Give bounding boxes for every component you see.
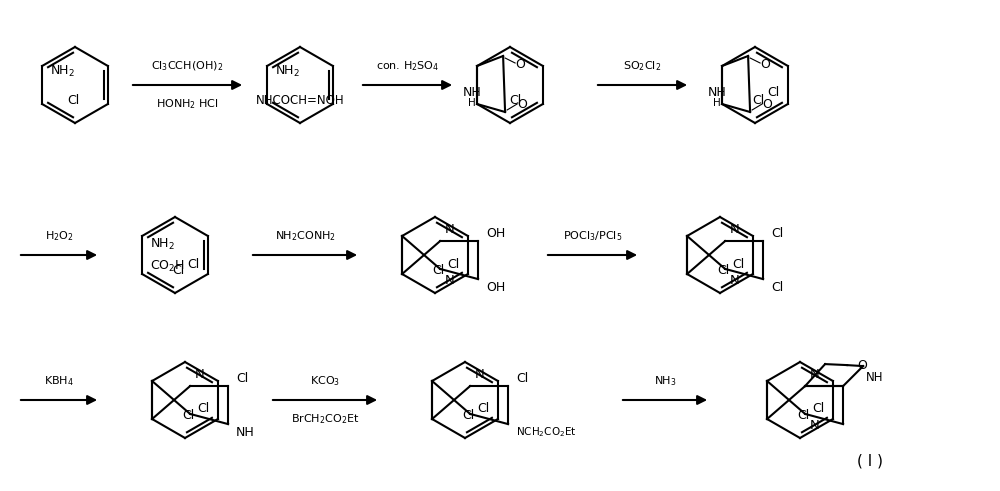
Text: H$_2$O$_2$: H$_2$O$_2$ — [45, 229, 73, 243]
Text: O: O — [515, 57, 525, 71]
Text: Cl: Cl — [797, 409, 809, 422]
Text: H: H — [468, 98, 476, 108]
Text: N: N — [445, 274, 455, 287]
Text: Cl: Cl — [478, 403, 490, 415]
Text: H: H — [713, 98, 721, 108]
Text: O: O — [517, 98, 527, 110]
Text: Cl: Cl — [182, 409, 194, 422]
Text: O: O — [760, 57, 770, 71]
Text: N: N — [475, 368, 485, 381]
Text: Cl$_3$CCH(OH)$_2$: Cl$_3$CCH(OH)$_2$ — [151, 59, 224, 73]
Text: Cl: Cl — [813, 403, 825, 415]
Text: con. H$_2$SO$_4$: con. H$_2$SO$_4$ — [376, 59, 439, 73]
Text: Cl: Cl — [771, 280, 783, 294]
Text: OH: OH — [486, 280, 505, 294]
Text: O: O — [762, 98, 772, 110]
Text: Cl: Cl — [733, 257, 745, 271]
Text: NH: NH — [708, 86, 726, 99]
Text: POCl$_3$/PCl$_5$: POCl$_3$/PCl$_5$ — [563, 229, 622, 243]
Text: NH: NH — [463, 86, 481, 99]
Text: Cl: Cl — [448, 257, 460, 271]
Text: NH$_3$: NH$_3$ — [654, 374, 676, 388]
Text: Cl: Cl — [752, 94, 764, 107]
Text: Cl: Cl — [509, 94, 521, 107]
Text: N: N — [195, 368, 205, 381]
Text: HONH$_2$ HCl: HONH$_2$ HCl — [156, 97, 219, 111]
Text: CO$_2$H: CO$_2$H — [150, 258, 185, 273]
Text: NH: NH — [236, 426, 255, 438]
Text: SO$_2$Cl$_2$: SO$_2$Cl$_2$ — [623, 59, 662, 73]
Text: N: N — [810, 368, 820, 381]
Text: N: N — [730, 223, 740, 236]
Text: Cl: Cl — [67, 94, 79, 107]
Text: NH$_2$: NH$_2$ — [50, 63, 75, 79]
Text: KBH$_4$: KBH$_4$ — [44, 374, 74, 388]
Text: Cl: Cl — [198, 403, 210, 415]
Text: ( I ): ( I ) — [857, 453, 883, 468]
Text: Cl: Cl — [768, 85, 780, 99]
Text: BrCH$_2$CO$_2$Et: BrCH$_2$CO$_2$Et — [291, 412, 359, 426]
Text: Cl: Cl — [516, 372, 528, 384]
Text: NH: NH — [866, 371, 884, 384]
Text: KCO$_3$: KCO$_3$ — [310, 374, 340, 388]
Text: Cl: Cl — [188, 257, 200, 271]
Text: Cl: Cl — [236, 372, 248, 384]
Text: O: O — [857, 358, 867, 372]
Text: NH$_2$CONH$_2$: NH$_2$CONH$_2$ — [275, 229, 335, 243]
Text: NH$_2$: NH$_2$ — [150, 237, 175, 251]
Text: OH: OH — [486, 226, 505, 240]
Text: Cl: Cl — [771, 226, 783, 240]
Text: Cl: Cl — [717, 264, 729, 277]
Text: N: N — [445, 223, 455, 236]
Text: NHCOCH=NOH: NHCOCH=NOH — [256, 94, 344, 107]
Text: NH$_2$: NH$_2$ — [275, 63, 300, 79]
Text: NCH$_2$CO$_2$Et: NCH$_2$CO$_2$Et — [516, 425, 577, 439]
Text: Cl: Cl — [462, 409, 474, 422]
Text: Cl: Cl — [432, 264, 444, 277]
Text: Cl: Cl — [172, 264, 184, 277]
Text: N: N — [810, 419, 820, 432]
Text: N: N — [730, 274, 740, 287]
